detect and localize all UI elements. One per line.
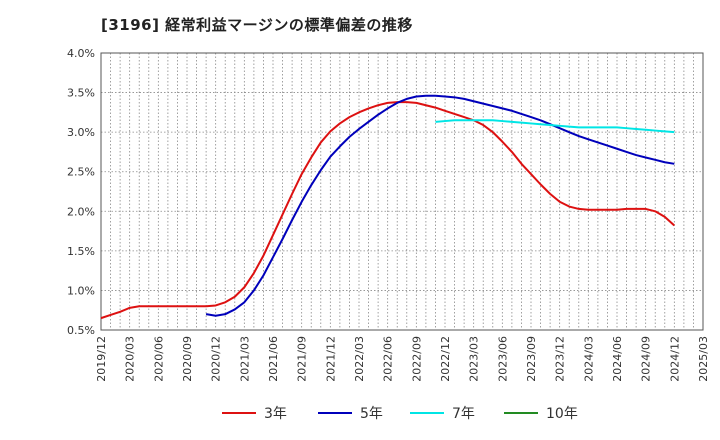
x-tick-label: 2024/09 — [640, 336, 653, 382]
x-axis-ticks: 2019/12 2020/03 2020/06 2020/09 2020/12 2021/… — [95, 336, 710, 382]
x-tick-label: 2022/09 — [410, 336, 423, 382]
legend: 3年 5年 7年 10年 — [222, 406, 578, 422]
x-tick-label: 2024/06 — [611, 336, 624, 382]
legend-label: 3年 — [264, 406, 287, 422]
y-tick-label: 3.0% — [67, 126, 95, 139]
grid — [101, 53, 703, 330]
x-tick-label: 2022/06 — [382, 336, 395, 382]
legend-label: 5年 — [360, 406, 383, 422]
series-line-3年 — [100, 101, 676, 320]
x-tick-label: 2023/09 — [525, 336, 538, 382]
x-tick-label: 2025/03 — [697, 336, 710, 382]
x-tick-label: 2021/03 — [238, 336, 251, 382]
x-tick-label: 2024/03 — [582, 336, 595, 382]
x-tick-label: 2020/09 — [181, 336, 194, 382]
y-tick-label: 1.5% — [67, 245, 95, 258]
x-tick-label: 2021/09 — [296, 336, 309, 382]
x-tick-label: 2023/06 — [496, 336, 509, 382]
y-tick-label: 0.5% — [67, 324, 95, 337]
y-tick-label: 2.0% — [67, 205, 95, 218]
x-tick-label: 2022/12 — [439, 336, 452, 382]
x-tick-label: 2021/12 — [324, 336, 337, 382]
x-tick-label: 2020/12 — [210, 336, 223, 382]
x-tick-label: 2022/03 — [353, 336, 366, 382]
x-tick-label: 2019/12 — [95, 336, 108, 382]
series-lines — [100, 94, 676, 320]
series-line-5年 — [205, 94, 675, 317]
x-tick-label: 2021/06 — [267, 336, 280, 382]
series-line-7年 — [435, 119, 675, 134]
y-tick-label: 1.0% — [67, 284, 95, 297]
x-tick-label: 2020/03 — [124, 336, 137, 382]
x-tick-label: 2023/03 — [468, 336, 481, 382]
x-tick-label: 2020/06 — [152, 336, 165, 382]
x-tick-label: 2023/12 — [554, 336, 567, 382]
y-tick-label: 2.5% — [67, 166, 95, 179]
plot-area — [100, 52, 704, 331]
x-tick-label: 2024/12 — [668, 336, 681, 382]
y-tick-label: 3.5% — [67, 87, 95, 100]
chart-title: [3196] 経常利益マージンの標準偏差の推移 — [101, 16, 413, 34]
y-axis-ticks: 0.5% 1.0% 1.5% 2.0% 2.5% 3.0% 3.5% 4.0% — [67, 47, 95, 337]
legend-label: 10年 — [546, 406, 578, 422]
y-tick-label: 4.0% — [67, 47, 95, 60]
legend-label: 7年 — [452, 406, 475, 422]
